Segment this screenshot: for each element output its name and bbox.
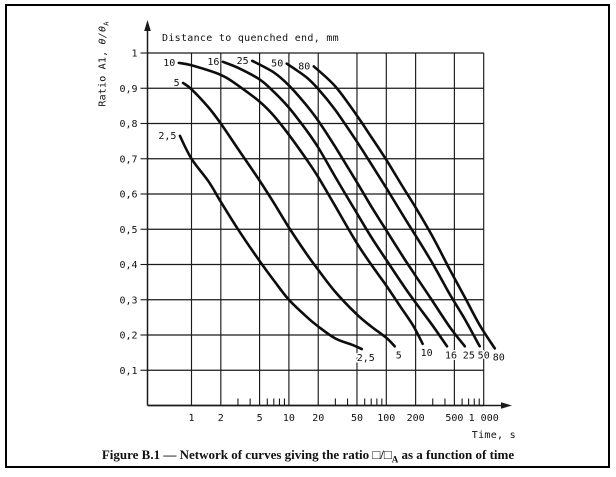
curve-label-bottom-80: 80	[493, 352, 505, 363]
y-tick-label: 0,5	[119, 225, 137, 236]
curve-label-top-25: 25	[237, 56, 249, 67]
plot-title: Distance to quenched end, mm	[162, 33, 339, 44]
y-tick-label: 0,7	[119, 154, 137, 165]
x-tick-label: 500	[445, 413, 463, 424]
curve-distance-80	[312, 65, 497, 350]
x-tick-label: 50	[351, 413, 363, 424]
x-tick-label: 200	[407, 413, 425, 424]
y-axis-label-theta: θ/θ	[97, 25, 109, 45]
x-tick-label: 100	[377, 413, 395, 424]
y-tick-label: 0,1	[119, 366, 137, 377]
caption-text-2: as a function of time	[398, 447, 515, 462]
y-axis-label-prefix: Ratio A1,	[97, 44, 109, 107]
y-tick-label: 0,9	[119, 84, 137, 95]
x-tick-label: 1 000	[469, 413, 499, 424]
curve-label-top-5: 5	[174, 78, 180, 89]
curve-distance-16	[221, 60, 449, 348]
y-tick-label: 0,6	[119, 190, 137, 201]
curve-label-bottom-16: 16	[445, 350, 457, 361]
y-tick-label: 0,4	[119, 260, 137, 271]
y-tick-label: 1	[131, 49, 137, 60]
y-tick-label: 0,3	[119, 295, 137, 306]
x-tick-label: 1	[188, 413, 194, 424]
curve-label-top-16: 16	[207, 57, 219, 68]
y-tick-label: 0,8	[119, 119, 137, 130]
caption-text-1: Figure B.1 — Network of curves giving th…	[101, 447, 392, 462]
curve-label-bottom-50: 50	[478, 350, 490, 361]
curve-label-top-80: 80	[298, 61, 310, 72]
y-axis-label-subscript: A	[102, 21, 111, 26]
y-tick-label: 0,2	[119, 331, 137, 342]
curve-distance-5	[181, 81, 396, 348]
x-tick-label: 2	[218, 413, 224, 424]
y-axis-label: Ratio A1, θ/θA	[98, 21, 111, 106]
curve-label-bottom-2.5: 2,5	[357, 353, 375, 364]
curve-label-top-50: 50	[271, 59, 283, 70]
x-tick-label: 5	[257, 413, 263, 424]
figure-frame	[5, 4, 610, 468]
x-tick-label: 20	[312, 413, 324, 424]
curve-label-bottom-25: 25	[463, 350, 475, 361]
curve-label-top-2.5: 2,5	[158, 131, 176, 142]
caption-subscript: A	[391, 454, 399, 465]
figure-caption: Figure B.1 — Network of curves giving th…	[10, 447, 606, 465]
curve-distance-2.5	[178, 134, 364, 351]
x-tick-label: 10	[283, 413, 295, 424]
curve-label-bottom-5: 5	[396, 350, 402, 361]
x-axis-label: Time, s	[471, 430, 516, 441]
curve-label-bottom-10: 10	[421, 348, 433, 359]
curve-label-top-10: 10	[163, 58, 175, 69]
curve-distance-10	[177, 61, 424, 346]
curve-distance-25	[250, 59, 467, 348]
curve-distance-50	[285, 62, 481, 348]
